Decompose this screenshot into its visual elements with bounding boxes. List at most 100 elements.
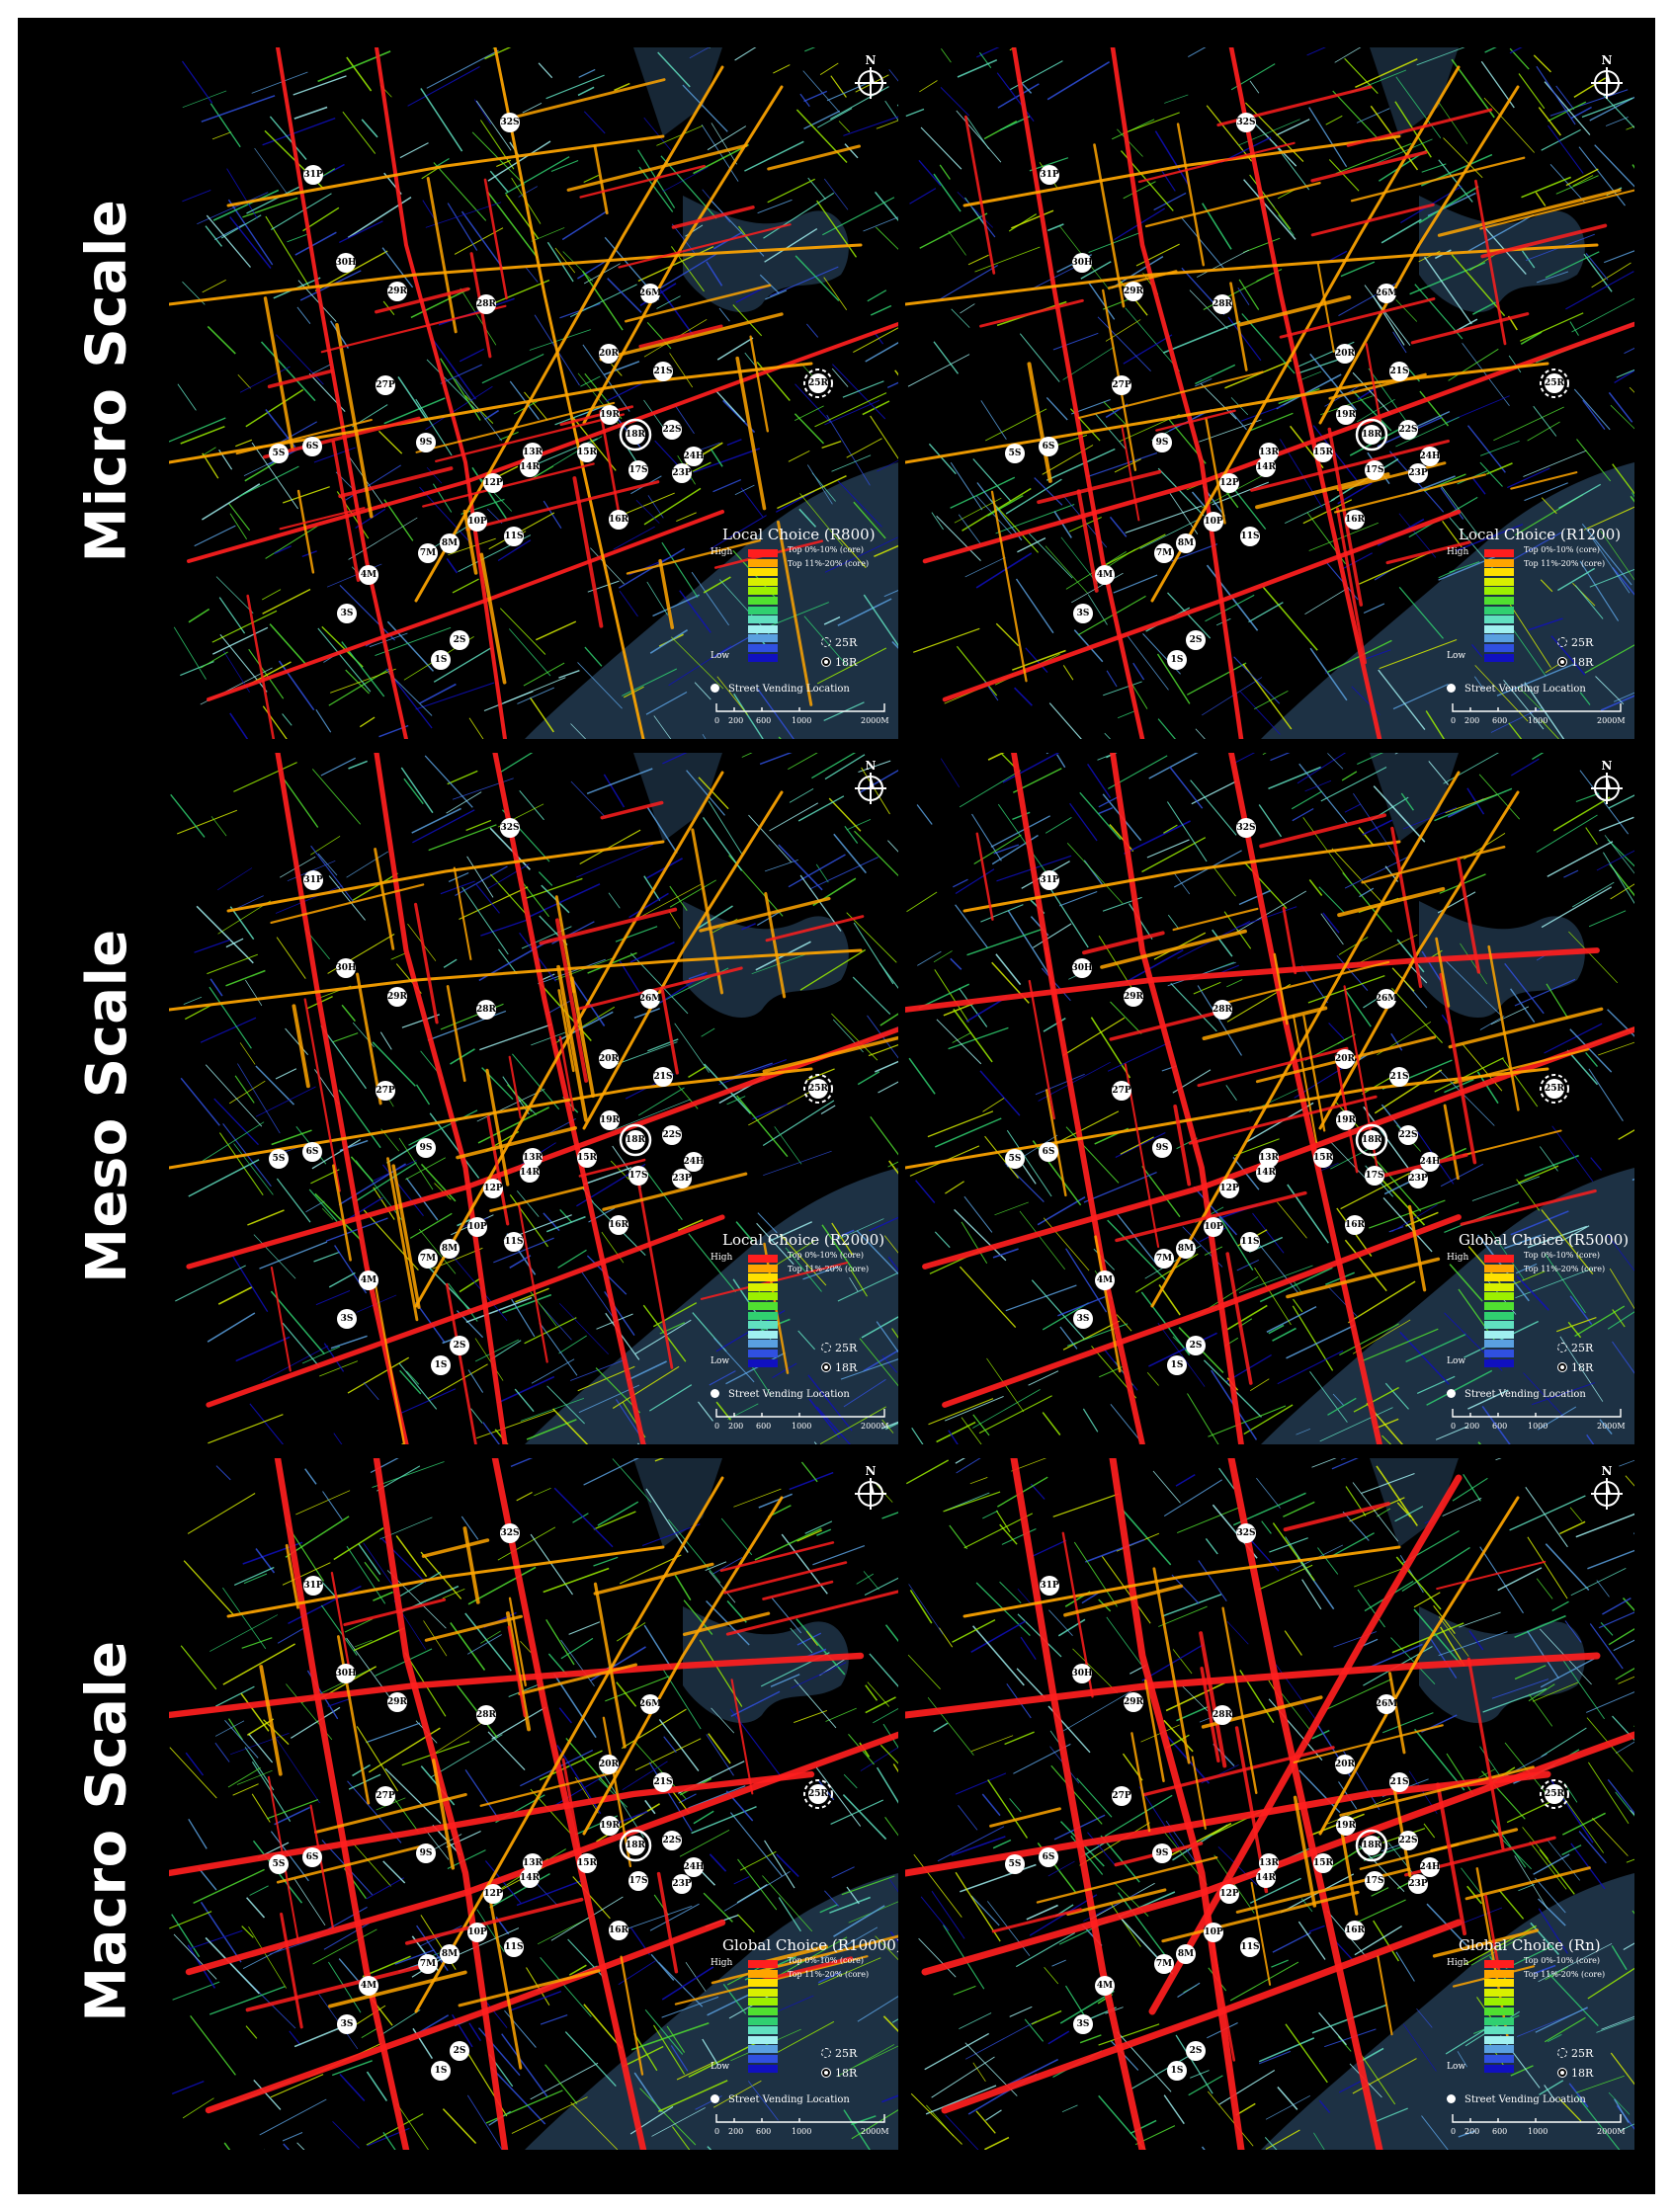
street-segment bbox=[339, 220, 383, 243]
site-label: 30H bbox=[335, 258, 357, 268]
street-segment bbox=[579, 829, 641, 864]
street-segment bbox=[1391, 987, 1443, 1043]
street-segment bbox=[593, 1511, 636, 1530]
street-segment bbox=[1390, 1637, 1436, 1685]
main-road bbox=[1110, 47, 1244, 739]
street-segment bbox=[956, 1458, 981, 1474]
street-segment bbox=[870, 415, 898, 460]
scale-bar-line bbox=[715, 2114, 885, 2123]
street-segment bbox=[430, 1734, 503, 1778]
street-vending-site bbox=[1124, 282, 1143, 301]
street-vending-site bbox=[600, 405, 620, 425]
site-label: 26M bbox=[1376, 1699, 1398, 1709]
site-label: 28R bbox=[1213, 1710, 1233, 1720]
street-segment bbox=[1146, 1371, 1159, 1386]
street-segment bbox=[1402, 806, 1458, 830]
street-segment bbox=[802, 70, 840, 113]
secondary-road bbox=[777, 520, 813, 706]
secondary-road bbox=[1293, 1724, 1444, 1763]
legend-ramp-band bbox=[748, 606, 778, 614]
street-segment bbox=[644, 2008, 684, 2055]
street-segment bbox=[678, 1793, 697, 1804]
street-segment bbox=[1277, 1350, 1344, 1385]
secondary-road bbox=[1279, 297, 1436, 339]
street-vending-site bbox=[376, 1786, 395, 1806]
street-segment bbox=[635, 500, 660, 524]
site-label: 18R bbox=[1362, 1841, 1382, 1850]
street-segment bbox=[315, 1289, 351, 1306]
street-segment bbox=[1298, 763, 1348, 824]
scale-tick: 600 bbox=[1492, 2127, 1508, 2136]
street-segment bbox=[928, 443, 957, 475]
street-segment bbox=[1561, 1844, 1582, 1856]
legend-ramp-band bbox=[748, 1292, 778, 1301]
site-18r-ring bbox=[1355, 418, 1388, 451]
secondary-road bbox=[1115, 1190, 1307, 1243]
street-vending-site bbox=[1167, 650, 1187, 670]
street-segment bbox=[1011, 209, 1054, 229]
street-vending-site bbox=[1408, 1874, 1428, 1894]
street-segment bbox=[669, 879, 716, 908]
street-segment bbox=[716, 337, 754, 361]
street-segment bbox=[716, 676, 749, 716]
street-segment bbox=[767, 178, 815, 204]
site-label: 30H bbox=[1071, 963, 1093, 973]
street-segment bbox=[1327, 753, 1344, 770]
site-label: 16R bbox=[1345, 1220, 1366, 1230]
street-segment bbox=[638, 883, 702, 919]
street-segment bbox=[958, 1805, 978, 1831]
street-segment bbox=[1236, 1259, 1259, 1271]
scale-bar: 0 200 600 1000 2000M bbox=[1447, 2110, 1631, 2140]
street-segment bbox=[948, 230, 966, 256]
street-segment bbox=[193, 1868, 265, 1905]
secondary-road bbox=[1121, 426, 1140, 522]
site-label: 10P bbox=[467, 1222, 487, 1232]
street-segment bbox=[853, 327, 898, 354]
compass-icon bbox=[1591, 773, 1623, 804]
secondary-road bbox=[415, 401, 616, 453]
street-vending-site bbox=[269, 1149, 289, 1169]
street-segment bbox=[433, 647, 492, 683]
street-segment bbox=[1190, 2070, 1210, 2079]
street-segment bbox=[347, 1780, 402, 1843]
street-segment bbox=[202, 280, 226, 293]
legend-ramp-band bbox=[748, 1988, 778, 1997]
street-vending-site bbox=[1040, 1576, 1059, 1596]
secondary-road bbox=[566, 143, 748, 192]
street-segment bbox=[1233, 656, 1281, 704]
street-segment bbox=[708, 1733, 731, 1764]
street-segment bbox=[443, 958, 458, 968]
street-segment bbox=[1484, 47, 1497, 53]
street-segment bbox=[1080, 261, 1112, 280]
street-segment bbox=[811, 753, 857, 779]
dot-icon bbox=[711, 684, 719, 693]
secondary-road bbox=[1199, 1631, 1227, 1768]
compass-icon bbox=[855, 773, 886, 804]
street-segment bbox=[1459, 1611, 1501, 1628]
street-segment bbox=[1352, 1482, 1399, 1542]
street-segment bbox=[1539, 2080, 1564, 2095]
street-segment bbox=[1395, 416, 1460, 448]
main-road bbox=[1318, 85, 1520, 425]
scale-tick: 1000 bbox=[1528, 2127, 1548, 2136]
street-segment bbox=[1491, 1679, 1549, 1699]
street-segment bbox=[200, 1017, 257, 1043]
secondary-road bbox=[1173, 1104, 1192, 1187]
street-segment bbox=[1528, 1683, 1555, 1702]
site-label: 5S bbox=[273, 449, 286, 458]
street-segment bbox=[293, 106, 328, 120]
street-segment bbox=[648, 1384, 693, 1412]
street-segment bbox=[996, 72, 1035, 123]
street-segment bbox=[1613, 692, 1634, 702]
legend-core-2: Top 11%-20% (core) bbox=[788, 1970, 870, 1979]
street-vending-site bbox=[1377, 1694, 1396, 1714]
secondary-road bbox=[488, 1899, 523, 2070]
street-segment bbox=[433, 162, 487, 221]
secondary-road bbox=[1510, 471, 1578, 490]
street-segment bbox=[864, 1577, 898, 1596]
site-label: 28R bbox=[476, 1005, 497, 1015]
legend-title: Local Choice (R800) bbox=[722, 526, 876, 543]
street-segment bbox=[574, 1776, 599, 1814]
street-segment bbox=[1504, 1234, 1542, 1250]
street-vending-site bbox=[1167, 1355, 1187, 1375]
